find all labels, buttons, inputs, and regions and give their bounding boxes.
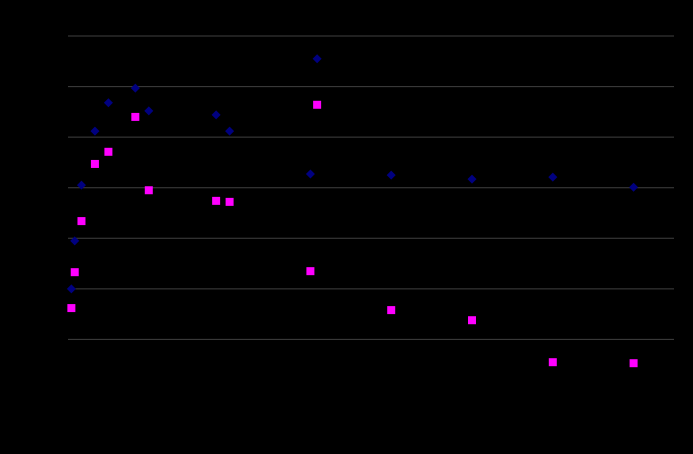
square-point (67, 304, 76, 313)
square-point (387, 306, 396, 315)
diamond-point (548, 172, 558, 182)
diamond-point (130, 83, 140, 93)
square-point (144, 186, 153, 195)
diamond-point (629, 182, 639, 192)
square-point (548, 358, 557, 367)
y-tick-label: 4 (54, 182, 60, 194)
diamond-point (90, 126, 100, 136)
y-tick-label: 3 (54, 232, 60, 244)
square-point (104, 147, 113, 156)
square-point (225, 197, 234, 206)
diamond-point (211, 110, 221, 120)
diamond-point (225, 126, 235, 136)
square-point (212, 196, 221, 205)
square-point (70, 268, 79, 277)
square-point (131, 112, 140, 121)
square-point (77, 217, 86, 226)
diamond-point (305, 169, 315, 179)
square-point (313, 100, 322, 109)
y-tick-label: 2 (54, 283, 60, 295)
square-point (629, 359, 638, 368)
y-tick-label: 1 (54, 333, 60, 345)
diamond-point (70, 236, 80, 246)
y-tick-label: 5 (54, 131, 60, 143)
square-point (90, 159, 99, 168)
square-point (468, 316, 476, 325)
diamond-point (66, 284, 76, 294)
diamond-point (312, 54, 322, 64)
diamond-point (76, 180, 86, 190)
diamond-point (144, 106, 154, 116)
y-tick-label: 6 (54, 80, 60, 92)
diamond-point (467, 174, 477, 184)
diamond-point (386, 170, 396, 180)
diamond-point (103, 98, 113, 108)
y-tick-label: 7 (54, 30, 60, 42)
square-point (306, 267, 315, 276)
